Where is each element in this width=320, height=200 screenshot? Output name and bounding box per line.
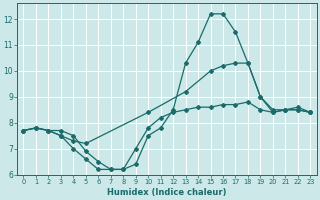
X-axis label: Humidex (Indice chaleur): Humidex (Indice chaleur) <box>107 188 227 197</box>
